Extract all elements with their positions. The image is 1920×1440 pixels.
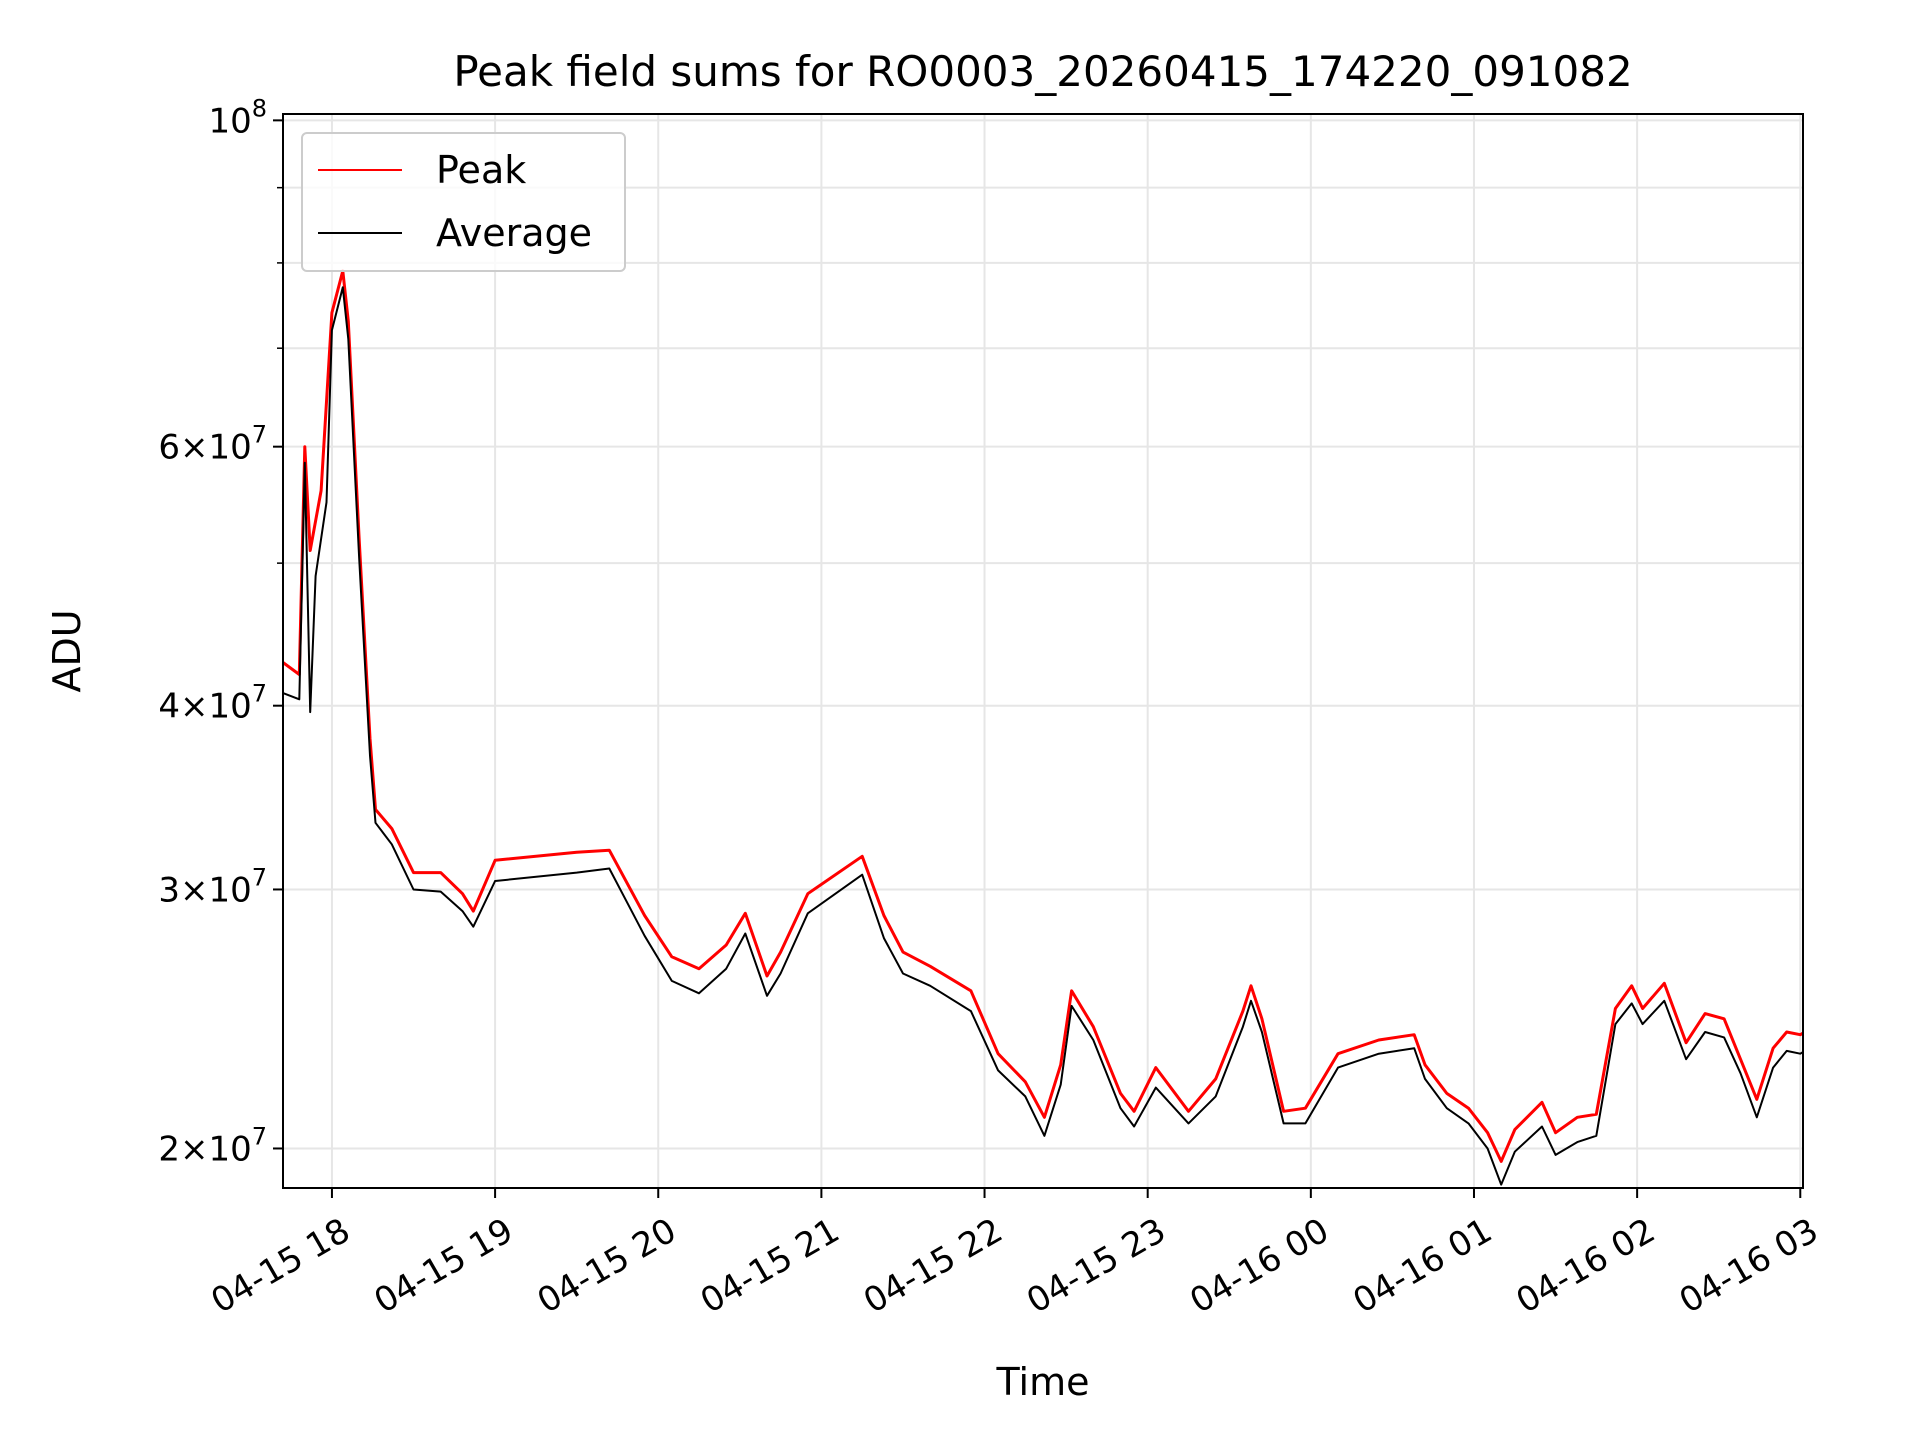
- legend-label-average: Average: [436, 211, 592, 255]
- x-axis-label: Time: [996, 1360, 1090, 1404]
- y-tick-label: 4×107: [158, 680, 267, 727]
- chart-title: Peak field sums for RO0003_20260415_1742…: [453, 47, 1632, 96]
- y-tick-label: 6×107: [158, 421, 267, 468]
- series-line-average: [283, 286, 1803, 1186]
- y-tick-label: 2×107: [158, 1122, 267, 1169]
- series-line-peak: [283, 269, 1803, 1163]
- y-tick-label: 108: [208, 94, 267, 141]
- y-axis: 2×107 3×107 4×107 6×107 108: [158, 94, 283, 1169]
- y-axis-label: ADU: [45, 609, 89, 692]
- plot-frame: [282, 113, 1804, 1189]
- y-tick-label: 3×107: [158, 863, 267, 910]
- legend-label-peak: Peak: [436, 148, 526, 192]
- series-layer: [283, 269, 1803, 1186]
- legend: Peak Average: [301, 132, 626, 272]
- legend-box: [301, 132, 626, 272]
- grid: [283, 114, 1803, 1188]
